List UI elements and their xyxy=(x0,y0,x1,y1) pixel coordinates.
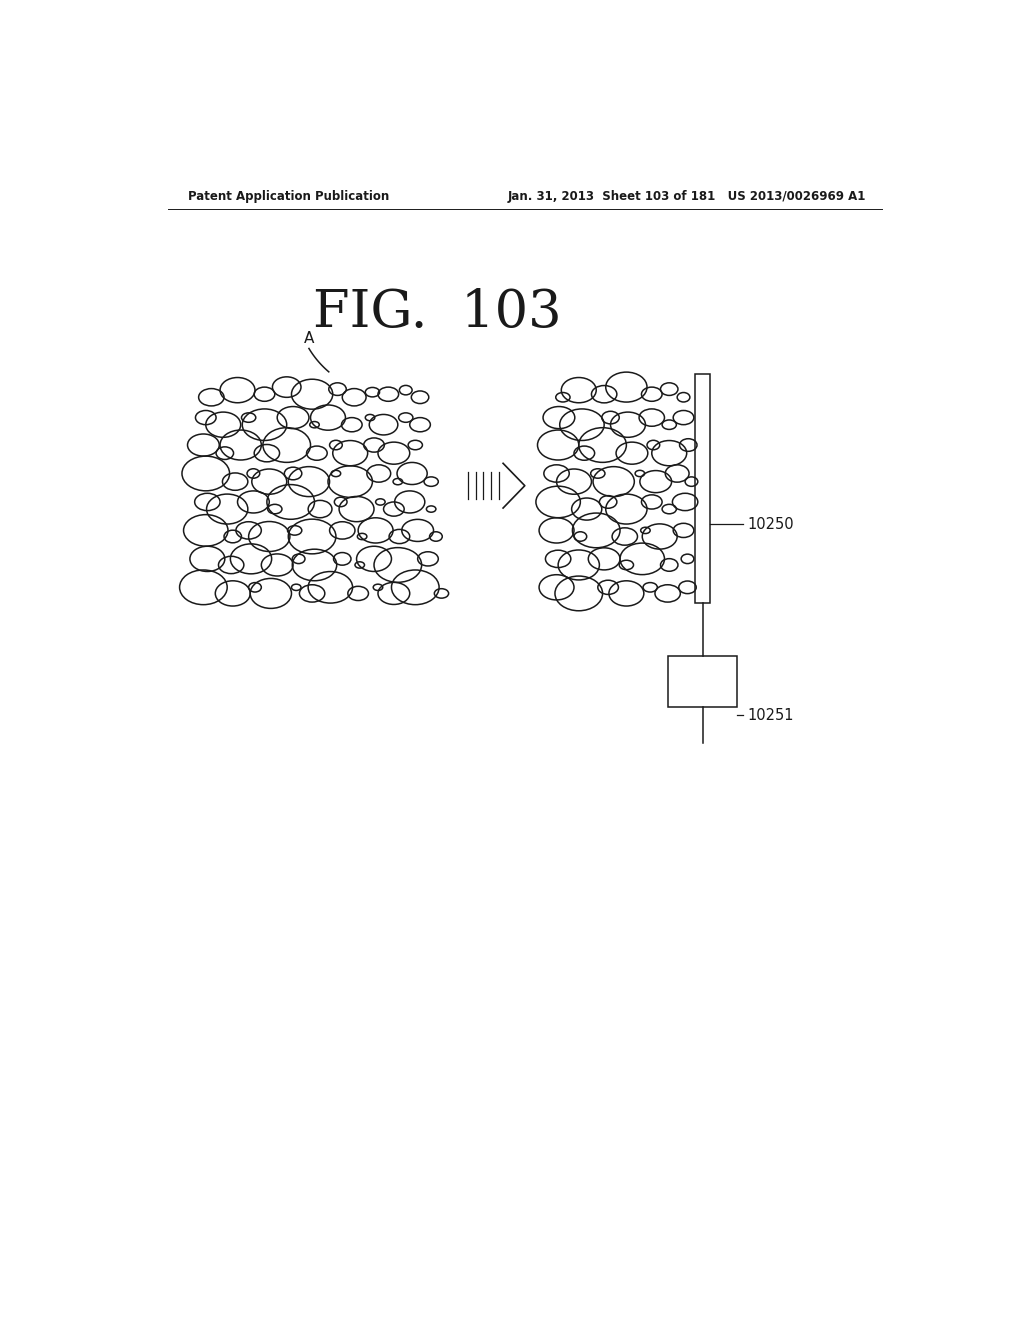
Text: FIG.  103: FIG. 103 xyxy=(313,288,562,338)
Text: Patent Application Publication: Patent Application Publication xyxy=(187,190,389,202)
Text: 10251: 10251 xyxy=(748,708,794,723)
Text: 10250: 10250 xyxy=(748,517,794,532)
Text: A: A xyxy=(304,331,314,346)
Text: Jan. 31, 2013  Sheet 103 of 181   US 2013/0026969 A1: Jan. 31, 2013 Sheet 103 of 181 US 2013/0… xyxy=(508,190,866,202)
